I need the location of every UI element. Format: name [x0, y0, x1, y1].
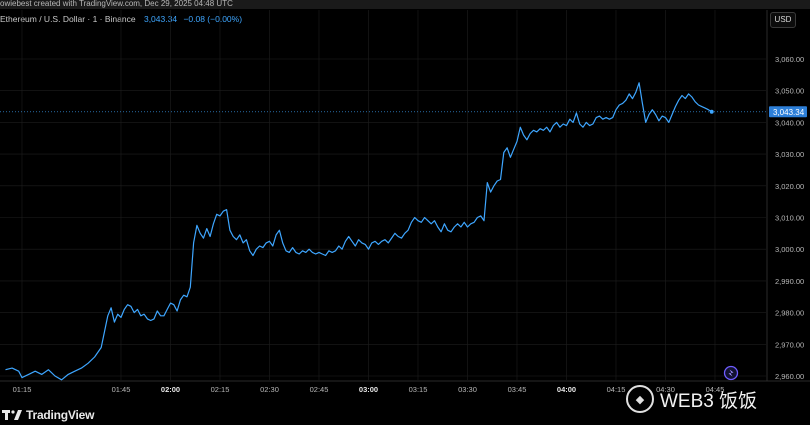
- y-tick-label: 3,000.00: [775, 245, 804, 254]
- tradingview-logo-text: TradingView: [26, 408, 95, 422]
- y-axis: 2,960.00 2,970.00 2,980.00 2,990.00 3,000.00…: [775, 55, 804, 381]
- y-tick-label: 3,010.00: [775, 214, 804, 223]
- last-price-tag-label: 3,043.34: [773, 108, 805, 117]
- watermark-text: WEB3 饭饭: [660, 390, 758, 412]
- x-tick-label: 02:00: [161, 385, 180, 394]
- y-tick-label: 3,050.00: [775, 87, 804, 96]
- last-price-tag-bg: [769, 106, 807, 118]
- x-tick-label: 02:30: [260, 385, 279, 394]
- price-series-line: [5, 82, 713, 381]
- y-tick-label: 3,060.00: [775, 55, 804, 64]
- credit-text: owiebest created with TradingView.com, D…: [0, 0, 233, 8]
- y-tick-label: 2,980.00: [775, 309, 804, 318]
- x-tick-label: 01:45: [112, 385, 131, 394]
- last-point-marker: [709, 109, 714, 114]
- symbol-title: Ethereum / U.S. Dollar · 1 · Binance: [0, 14, 136, 24]
- tradingview-logo-icon: [2, 410, 22, 420]
- x-tick-label: 02:15: [211, 385, 230, 394]
- x-tick-label: 02:45: [310, 385, 329, 394]
- y-tick-label: 2,960.00: [775, 372, 804, 381]
- currency-button[interactable]: USD: [770, 12, 796, 28]
- x-tick-label: 03:30: [458, 385, 477, 394]
- watermark: ◆ WEB3 饭饭: [626, 384, 757, 414]
- y-tick-label: 2,970.00: [775, 340, 804, 349]
- x-tick-label: 03:00: [359, 385, 378, 394]
- y-tick-label: 3,030.00: [775, 150, 804, 159]
- series-layer: [5, 82, 714, 381]
- y-tick-label: 3,020.00: [775, 182, 804, 191]
- grid-layer: [0, 10, 766, 380]
- x-tick-label: 04:00: [557, 385, 576, 394]
- last-price-tag: 3,043.34: [769, 106, 807, 118]
- replay-icon[interactable]: [723, 365, 739, 381]
- x-tick-label: 03:45: [508, 385, 527, 394]
- tradingview-logo: TradingView: [2, 408, 94, 422]
- y-tick-label: 2,990.00: [775, 277, 804, 286]
- x-axis: 01:15 01:45 02:00 02:15 02:30 02:45 03:00 03:15…: [13, 385, 725, 394]
- x-tick-label: 04:30: [656, 385, 675, 394]
- legend-last-price: 3,043.34: [143, 14, 178, 24]
- x-tick-label: 04:45: [706, 385, 725, 394]
- x-tick-label: 01:15: [13, 385, 32, 394]
- x-tick-label: 03:15: [409, 385, 428, 394]
- watermark-icon: ◆: [626, 385, 654, 413]
- y-tick-label: 3,040.00: [775, 118, 804, 127]
- symbol-legend: Ethereum / U.S. Dollar · 1 · Binance 3,0…: [0, 14, 242, 24]
- x-tick-label: 04:15: [607, 385, 626, 394]
- top-credit-bar: owiebest created with TradingView.com, D…: [0, 0, 810, 9]
- legend-change: −0.08 (−0.00%): [183, 14, 243, 24]
